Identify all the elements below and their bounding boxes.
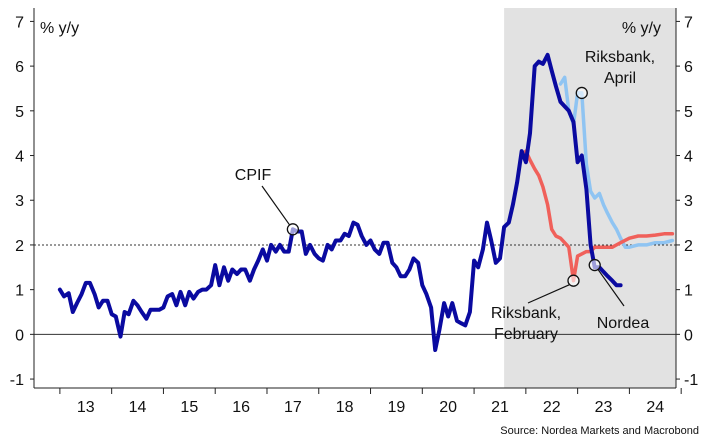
x-tick-label: 24 — [646, 399, 664, 416]
y-tick-left: 6 — [15, 59, 24, 76]
x-tick-label: 16 — [232, 399, 250, 416]
y-tick-left: 5 — [15, 104, 24, 121]
y-tick-left: -1 — [10, 372, 24, 389]
x-tick-label: 15 — [180, 399, 198, 416]
x-tick-label: 20 — [439, 399, 457, 416]
annotation-cpif: CPIF — [235, 167, 272, 184]
annotation-riksbank-april: Riksbank, April — [585, 49, 655, 87]
series-line-cpif — [57, 52, 623, 352]
x-tick-label: 22 — [543, 399, 561, 416]
y-tick-left: 4 — [15, 149, 24, 166]
axes: -1 -10 01 12 23 34 45 56 67 713 14 15 16 17 18 19 20 21 22… — [10, 8, 698, 416]
annotation-riksbank-february: Riksbank, February — [491, 305, 561, 343]
y-tick-right: 6 — [684, 59, 693, 76]
series-line-riksbank-april — [558, 75, 675, 249]
source-note: Source: Nordea Markets and Macrobond — [500, 425, 699, 437]
annotation-marker-riksbank-february — [567, 274, 580, 287]
y-tick-right: 2 — [684, 238, 693, 255]
y-tick-right: -1 — [684, 372, 698, 389]
annotation-marker-nordea — [588, 258, 601, 272]
annotation-leader-cpif — [261, 185, 291, 226]
y-tick-right: 4 — [684, 149, 693, 166]
x-tick-label: 21 — [491, 399, 509, 416]
annotation-layer: CPIF Riksbank, April Riksbank, February Norde… — [235, 49, 655, 343]
x-tick-label: 18 — [336, 399, 354, 416]
annotation-leader-nordea — [597, 268, 625, 307]
y-tick-left: 0 — [15, 327, 24, 344]
x-tick-label: 19 — [388, 399, 406, 416]
y-axis-label-right: % y/y — [622, 20, 661, 37]
x-tick-label: 17 — [284, 399, 302, 416]
x-tick-label: 14 — [129, 399, 147, 416]
y-tick-left: 1 — [15, 283, 24, 300]
y-tick-left: 7 — [15, 14, 24, 31]
x-tick-label: 13 — [77, 399, 95, 416]
y-tick-right: 1 — [684, 283, 693, 300]
y-tick-right: 5 — [684, 104, 693, 121]
annotation-marker-riksbank-april — [575, 86, 588, 100]
y-tick-right: 3 — [684, 193, 693, 210]
y-tick-right: 0 — [684, 327, 693, 344]
annotation-marker-cpif — [286, 223, 300, 236]
series-line-riksbank-february — [519, 149, 675, 283]
x-tick-label: 23 — [595, 399, 613, 416]
annotation-leader-riksbank-february — [527, 284, 570, 304]
y-tick-left: 2 — [15, 238, 24, 255]
series-layer — [57, 52, 675, 352]
y-tick-left: 3 — [15, 193, 24, 210]
y-tick-right: 7 — [684, 14, 693, 31]
y-axis-label-left: % y/y — [40, 20, 79, 37]
annotation-nordea: Nordea — [597, 315, 650, 332]
